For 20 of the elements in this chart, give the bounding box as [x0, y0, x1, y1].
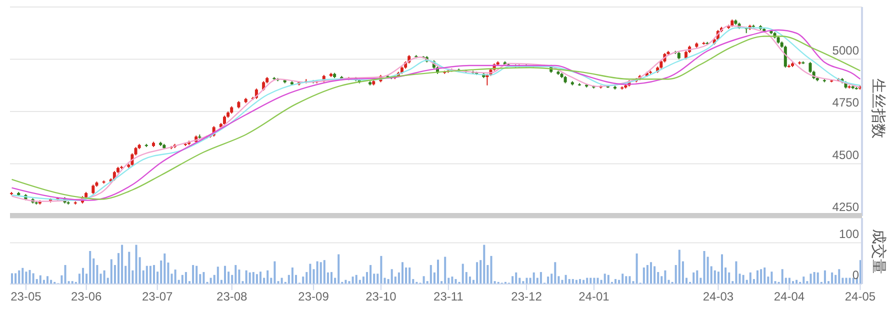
x-tick-label: 24-03	[702, 290, 734, 304]
x-tick-label: 24-05	[844, 290, 876, 304]
y-tick-label: 100	[838, 226, 860, 241]
y-tick-label: 4500	[832, 148, 860, 162]
y-tick-label: 5000	[832, 43, 860, 58]
y-axis-title: 成交量	[868, 228, 888, 274]
x-tick-label: 23-08	[216, 290, 248, 304]
x-tick-label: 23-09	[298, 290, 330, 304]
x-tick-label: 23-06	[70, 290, 102, 304]
x-tick-label: 23-10	[366, 290, 397, 304]
x-tick-label: 24-01	[578, 290, 610, 304]
y-tick-label: 4750	[832, 96, 860, 110]
x-tick-label: 23-12	[511, 290, 542, 304]
x-tick-label: 23-07	[142, 290, 173, 304]
y-axis-title: 生丝指数	[868, 78, 888, 138]
y-tick-label: 4250	[832, 200, 860, 214]
x-tick-label: 24-04	[774, 290, 805, 304]
x-tick-label: 23-05	[10, 290, 42, 304]
x-tick-label: 23-11	[434, 290, 464, 304]
y-tick-label: 0	[852, 268, 860, 282]
